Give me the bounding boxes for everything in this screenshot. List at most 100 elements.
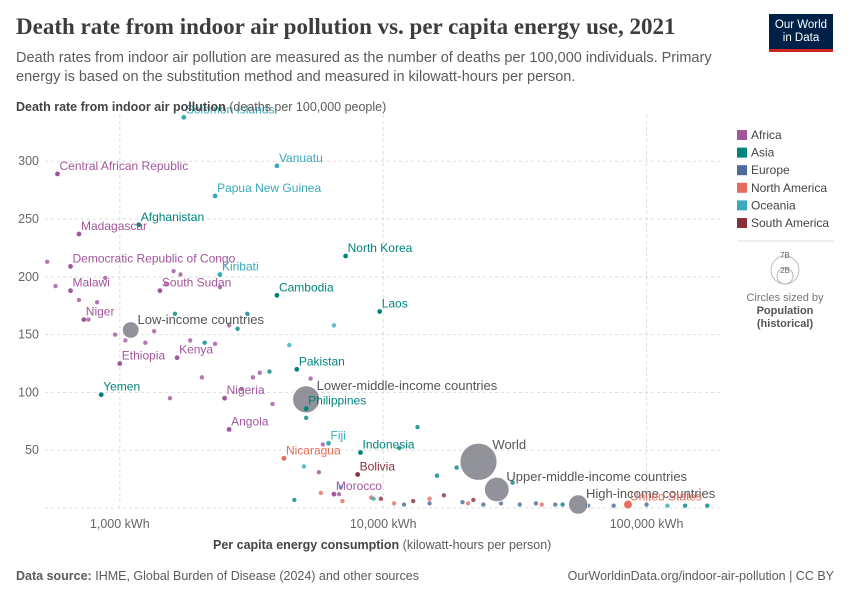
- country-point[interactable]: [303, 415, 309, 421]
- country-point[interactable]: [171, 268, 176, 274]
- country-point[interactable]: [112, 332, 118, 337]
- country-point[interactable]: [611, 503, 616, 508]
- country-point[interactable]: [471, 497, 476, 503]
- labeled-country-point[interactable]: [343, 253, 349, 259]
- legend-label[interactable]: Asia: [751, 146, 775, 160]
- labeled-country-point[interactable]: [117, 361, 123, 366]
- labeled-country-point[interactable]: [623, 500, 632, 509]
- country-point[interactable]: [465, 501, 471, 506]
- country-point[interactable]: [336, 491, 342, 497]
- country-point[interactable]: [553, 502, 558, 507]
- country-point[interactable]: [560, 502, 565, 507]
- country-point[interactable]: [199, 375, 205, 380]
- labeled-country-point[interactable]: [81, 317, 87, 322]
- country-point[interactable]: [498, 501, 504, 506]
- country-point[interactable]: [287, 342, 292, 348]
- country-point[interactable]: [217, 285, 223, 290]
- labeled-country-point[interactable]: [212, 193, 218, 199]
- country-point[interactable]: [481, 502, 486, 507]
- data-points[interactable]: [44, 114, 710, 515]
- country-point[interactable]: [340, 498, 345, 504]
- country-point[interactable]: [257, 370, 262, 375]
- labeled-country-point[interactable]: [157, 288, 163, 294]
- labeled-country-point[interactable]: [174, 355, 180, 361]
- aggregate-bubble[interactable]: [568, 494, 589, 515]
- labeled-country-point[interactable]: [226, 427, 232, 432]
- country-point[interactable]: [371, 496, 376, 501]
- labeled-country-point[interactable]: [181, 114, 187, 120]
- labeled-country-point[interactable]: [331, 491, 337, 497]
- legend-label[interactable]: Europe: [751, 163, 790, 177]
- labeled-country-point[interactable]: [98, 392, 104, 398]
- labeled-country-point[interactable]: [355, 472, 361, 477]
- aggregate-bubble[interactable]: [484, 476, 510, 503]
- country-point[interactable]: [338, 484, 343, 490]
- country-point[interactable]: [644, 502, 649, 507]
- country-point[interactable]: [539, 502, 544, 507]
- country-point[interactable]: [665, 503, 670, 508]
- country-point[interactable]: [378, 496, 384, 501]
- aggregate-bubble[interactable]: [292, 385, 321, 414]
- country-point[interactable]: [434, 473, 440, 478]
- legend-label[interactable]: North America: [751, 181, 827, 195]
- labeled-country-point[interactable]: [217, 272, 223, 277]
- country-point[interactable]: [308, 376, 313, 381]
- country-point[interactable]: [705, 503, 710, 508]
- country-point[interactable]: [510, 480, 515, 485]
- region-legend[interactable]: Africa Asia Europe North America Oceania Sout…: [737, 128, 829, 230]
- labeled-country-point[interactable]: [55, 171, 60, 177]
- labeled-country-point[interactable]: [294, 366, 300, 372]
- country-point[interactable]: [411, 498, 416, 504]
- country-point[interactable]: [396, 445, 402, 451]
- labeled-country-point[interactable]: [222, 395, 228, 401]
- labeled-country-point[interactable]: [68, 288, 73, 294]
- country-point[interactable]: [76, 297, 82, 303]
- country-point[interactable]: [212, 341, 218, 347]
- country-point[interactable]: [250, 375, 256, 380]
- scatter-chart[interactable]: 50 100 150 200 250 300 1,000 kWh 10,000 kWh 100,…: [0, 0, 850, 560]
- country-point[interactable]: [123, 338, 128, 343]
- country-point[interactable]: [53, 283, 58, 289]
- labeled-country-point[interactable]: [303, 406, 309, 411]
- country-point[interactable]: [44, 259, 50, 264]
- labeled-country-point[interactable]: [377, 309, 383, 314]
- labeled-country-point[interactable]: [274, 163, 280, 169]
- country-point[interactable]: [427, 496, 432, 501]
- country-point[interactable]: [86, 317, 91, 322]
- country-point[interactable]: [441, 493, 447, 498]
- legend-label[interactable]: South America: [751, 216, 829, 230]
- country-point[interactable]: [267, 369, 272, 374]
- country-point[interactable]: [172, 311, 178, 317]
- country-point[interactable]: [245, 311, 250, 317]
- country-point[interactable]: [391, 501, 397, 506]
- footer-url[interactable]: OurWorldinData.org/indoor-air-pollution …: [567, 569, 834, 583]
- country-point[interactable]: [517, 502, 522, 507]
- country-point[interactable]: [167, 395, 173, 401]
- country-point[interactable]: [533, 501, 539, 506]
- labeled-country-point[interactable]: [281, 455, 287, 461]
- country-point[interactable]: [102, 275, 108, 281]
- country-point[interactable]: [292, 497, 297, 503]
- country-point[interactable]: [202, 340, 207, 345]
- country-point[interactable]: [401, 502, 407, 507]
- country-point[interactable]: [270, 401, 275, 407]
- country-point[interactable]: [682, 503, 688, 508]
- country-point[interactable]: [320, 442, 326, 447]
- labeled-country-point[interactable]: [136, 222, 142, 228]
- country-point[interactable]: [178, 272, 183, 277]
- owid-logo[interactable]: Our World in Data: [769, 14, 833, 52]
- country-point[interactable]: [163, 281, 169, 286]
- country-point[interactable]: [316, 469, 322, 475]
- country-point[interactable]: [460, 500, 465, 505]
- country-point[interactable]: [318, 490, 324, 496]
- country-point[interactable]: [235, 326, 240, 332]
- aggregate-bubble[interactable]: [459, 442, 498, 481]
- country-point[interactable]: [301, 464, 307, 469]
- labeled-country-point[interactable]: [326, 440, 331, 446]
- aggregate-bubble[interactable]: [121, 321, 140, 339]
- country-point[interactable]: [331, 323, 337, 328]
- country-point[interactable]: [427, 501, 432, 506]
- labeled-country-point[interactable]: [68, 264, 73, 269]
- legend-label[interactable]: Oceania: [751, 198, 796, 212]
- country-point[interactable]: [415, 424, 420, 430]
